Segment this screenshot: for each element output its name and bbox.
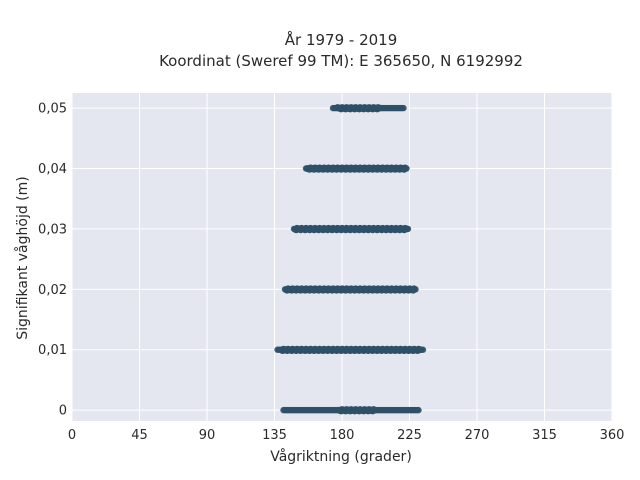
data-point [415, 406, 422, 414]
x-tick-label: 180 [330, 428, 355, 443]
data-point [401, 164, 409, 172]
chart-subtitle: Koordinat (Sweref 99 TM): E 365650, N 61… [159, 52, 523, 70]
data-point [400, 104, 407, 112]
y-tick-label: 0,04 [38, 162, 67, 177]
y-tick-label: 0,05 [38, 102, 67, 117]
data-point [410, 285, 418, 293]
y-tick-label: 0,02 [38, 283, 67, 298]
x-axis-label: Vågriktning (grader) [270, 448, 412, 465]
x-tick-label: 45 [131, 428, 148, 443]
data-point [403, 225, 410, 233]
data-point [416, 346, 424, 354]
y-tick-label: 0 [59, 404, 67, 419]
x-tick-labels: 0 45 90 135 180 225 270 315 360 [68, 428, 625, 443]
x-tick-label: 135 [262, 428, 287, 443]
y-axis-label: Signifikant våghöjd (m) [14, 176, 31, 339]
x-tick-label: 315 [532, 428, 557, 443]
x-tick-label: 270 [465, 428, 490, 443]
data-points [274, 104, 427, 415]
x-tick-label: 225 [397, 428, 422, 443]
data-point [371, 406, 379, 414]
y-tick-label: 0,01 [38, 343, 67, 358]
x-tick-label: 360 [600, 428, 625, 443]
chart-title: År 1979 - 2019 [285, 30, 398, 49]
y-tick-label: 0,03 [38, 222, 67, 237]
data-point [376, 104, 383, 112]
y-tick-labels: 0 0,01 0,02 0,03 0,04 0,05 [38, 102, 67, 419]
x-tick-label: 0 [68, 428, 76, 443]
x-tick-label: 90 [199, 428, 216, 443]
